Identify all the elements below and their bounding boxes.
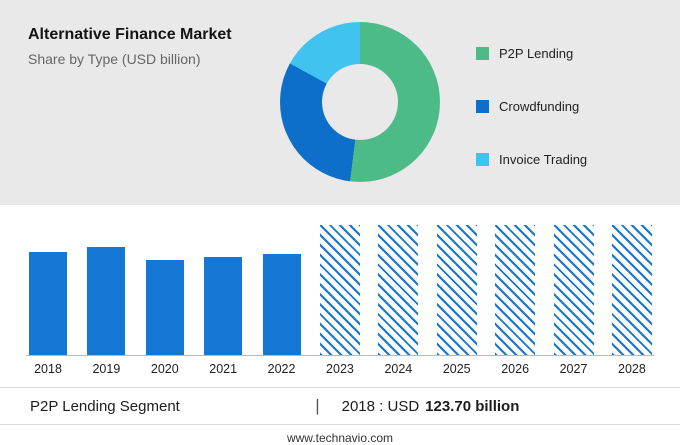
forecast-bar-2027	[553, 225, 594, 355]
title-block: Alternative Finance Market Share by Type…	[0, 0, 280, 67]
x-axis-label-2024: 2024	[384, 362, 413, 376]
legend-swatch-icon	[476, 100, 489, 113]
x-axis-label-2018: 2018	[34, 362, 62, 376]
bar-slot	[552, 225, 596, 355]
bar-2018	[29, 251, 67, 355]
forecast-bar-2024	[378, 225, 419, 355]
legend-item-crowdfunding: Crowdfunding	[476, 99, 587, 114]
forecast-bar-2028	[611, 225, 652, 355]
x-axis-label-2023: 2023	[326, 362, 354, 376]
bar-2022	[262, 253, 301, 355]
chart-legend: P2P Lending Crowdfunding Invoice Trading	[476, 46, 587, 167]
legend-swatch-icon	[476, 153, 489, 166]
x-axis-label-2027: 2027	[559, 362, 588, 376]
legend-swatch-icon	[476, 47, 489, 60]
bar-2019	[87, 247, 126, 355]
bar-chart-panel: 2018 2019 2020 2021 2022 2023 2024 2025 2026 2027…	[0, 205, 680, 445]
caption-divider: |	[315, 396, 320, 415]
legend-label: Crowdfunding	[499, 99, 580, 114]
caption-value: | 2018 : USD 123.70 billion	[315, 396, 519, 416]
bar-slot	[376, 225, 420, 355]
segment-label: P2P Lending Segment	[30, 397, 180, 415]
x-axis-label-2019: 2019	[92, 362, 121, 376]
x-axis-label-2022: 2022	[267, 362, 296, 376]
donut-chart-area	[280, 22, 440, 182]
value-bold: 123.70 billion	[425, 397, 520, 415]
legend-label: P2P Lending	[499, 46, 574, 61]
forecast-bar-2026	[495, 225, 536, 355]
website-row: www.technavio.com	[0, 424, 680, 445]
forecast-bar-2025	[436, 225, 477, 355]
x-axis-label-2020: 2020	[150, 362, 179, 376]
bar-slot	[318, 225, 362, 355]
donut-hole	[322, 64, 398, 140]
legend-label: Invoice Trading	[499, 152, 588, 167]
legend-item-invoice-trading: Invoice Trading	[476, 152, 587, 167]
x-axis-label-2025: 2025	[442, 362, 471, 376]
page-subtitle: Share by Type (USD billion)	[28, 51, 201, 67]
x-axis-label-2028: 2028	[618, 362, 646, 376]
caption-row: P2P Lending Segment | 2018 : USD 123.70 …	[0, 387, 680, 424]
page-title: Alternative Finance Market	[28, 26, 232, 43]
bar-slot	[610, 225, 654, 355]
header-panel: Alternative Finance Market Share by Type…	[0, 0, 680, 205]
bar-chart	[26, 223, 654, 356]
legend-item-p2p-lending: P2P Lending	[476, 46, 587, 61]
donut-chart	[280, 22, 440, 182]
x-axis-labels: 2018 2019 2020 2021 2022 2023 2024 2025 2026 2027…	[26, 356, 654, 376]
value-prefix: 2018 : USD	[341, 397, 420, 415]
bar-slot	[143, 260, 187, 355]
bar-slot	[201, 257, 245, 355]
bar-2021	[204, 257, 243, 355]
bar-slot	[493, 225, 537, 355]
bar-slot	[26, 251, 70, 355]
x-axis-label-2021: 2021	[209, 362, 238, 376]
bar-2020	[145, 260, 184, 355]
bar-slot	[84, 247, 128, 355]
forecast-bar-2023	[319, 225, 360, 355]
bar-slot	[260, 253, 304, 355]
bar-slot	[435, 225, 479, 355]
website-link[interactable]: www.technavio.com	[286, 431, 394, 445]
x-axis-label-2026: 2026	[501, 362, 530, 376]
